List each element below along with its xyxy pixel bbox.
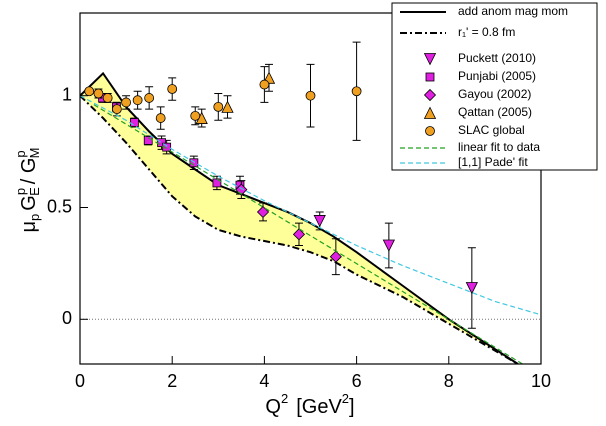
- legend-label: Qattan (2005): [458, 105, 532, 119]
- point: [259, 79, 270, 90]
- point: [425, 72, 435, 82]
- legend-box: [391, 2, 598, 171]
- curve: [80, 95, 519, 364]
- x-tick-label: 2: [167, 371, 177, 391]
- x-label-part: [GeV: [296, 396, 342, 418]
- y-tick-label: 0: [62, 308, 72, 328]
- y-tick-label: 1: [62, 84, 72, 104]
- y-label-part: / G: [18, 158, 40, 185]
- legend-label: [1,1] Pade' fit: [458, 155, 528, 169]
- x-axis-label: Q2 [GeV2]: [265, 391, 354, 418]
- x-label-part: 2: [342, 391, 349, 406]
- x-label-part: 2: [281, 391, 288, 406]
- point: [423, 53, 437, 66]
- point: [305, 90, 316, 101]
- point: [423, 106, 437, 119]
- point: [144, 93, 155, 103]
- point: [329, 250, 342, 263]
- point: [93, 88, 104, 99]
- legend-label: SLAC global: [458, 123, 525, 137]
- y-label-part: μ: [18, 221, 40, 233]
- point: [111, 104, 122, 115]
- x-label-part: Q: [265, 396, 281, 418]
- legend-label: Gayou (2002): [458, 87, 531, 101]
- point: [155, 113, 166, 123]
- curve: [80, 95, 541, 316]
- legend: add anom mag mom r₁' = 0.8 fm Puckett (201…: [391, 2, 598, 171]
- y-axis-label: μpGpE/ GpM: [13, 148, 42, 233]
- y-label-part: p: [13, 150, 28, 157]
- legend-label: linear fit to data: [458, 140, 540, 154]
- point: [143, 136, 153, 145]
- y-label-part: p: [27, 214, 42, 221]
- x-label-part: ]: [349, 396, 355, 418]
- legend-label: add anom mag mom: [458, 4, 568, 18]
- legend-label: Puckett (2010): [458, 51, 536, 65]
- point: [84, 86, 95, 97]
- point: [190, 110, 201, 121]
- legend-label: r₁' = 0.8 fm: [458, 25, 515, 39]
- y-label-part: p: [13, 188, 28, 195]
- point: [129, 118, 139, 127]
- y-label-part: G: [18, 195, 40, 211]
- legend-label: Punjabi (2005): [458, 69, 536, 83]
- point: [465, 282, 478, 295]
- point: [162, 142, 172, 152]
- plot: [80, 41, 541, 364]
- x-tick-label: 6: [352, 371, 362, 391]
- plot-frame: [79, 12, 542, 365]
- point: [425, 126, 435, 136]
- y-label-part: E: [27, 187, 42, 196]
- point: [212, 178, 222, 188]
- point: [313, 215, 326, 228]
- y-tick-label: 0.5: [47, 196, 72, 216]
- point: [423, 88, 437, 102]
- point: [292, 228, 306, 241]
- x-tick-label: 0: [75, 371, 85, 391]
- point: [382, 239, 396, 252]
- x-tick-label: 4: [259, 371, 269, 391]
- point: [121, 97, 131, 108]
- point: [132, 95, 143, 106]
- y-label-part: M: [27, 148, 42, 159]
- point: [167, 84, 178, 94]
- point: [351, 86, 362, 97]
- x-tick-label: 8: [444, 371, 454, 391]
- point: [213, 101, 224, 112]
- band-fill: [80, 73, 518, 364]
- x-tick-label: 10: [531, 371, 551, 391]
- curve: [93, 104, 523, 364]
- point: [221, 100, 234, 113]
- point: [102, 93, 113, 103]
